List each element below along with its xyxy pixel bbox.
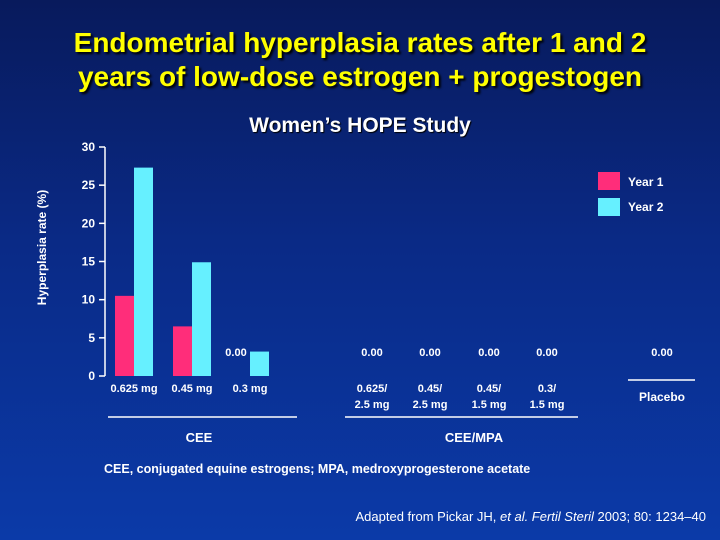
x-tick-label: 0.3 mg [233, 383, 268, 395]
source-suffix: 2003; 80: 1234–40 [593, 509, 706, 524]
x-tick-label: 0.45/ [418, 383, 442, 395]
footnote: CEE, conjugated equine estrogens; MPA, m… [104, 462, 531, 476]
x-tick-label: 2.5 mg [413, 399, 448, 411]
data-label: 0.00 [419, 347, 440, 359]
x-tick-label: 1.5 mg [472, 399, 507, 411]
x-tick-label: Placebo [639, 390, 685, 404]
group-label-cee-mpa: CEE/MPA [445, 430, 504, 445]
y-tick-label: 15 [82, 255, 96, 269]
x-tick-label: 0.625 mg [110, 383, 157, 395]
y-tick-label: 25 [82, 178, 96, 192]
data-label: 0.00 [651, 347, 672, 359]
data-label: 0.00 [536, 347, 557, 359]
y-tick-label: 0 [88, 369, 95, 383]
x-tick-label: 1.5 mg [530, 399, 565, 411]
bar-year2 [134, 167, 153, 376]
bar-year2 [192, 262, 211, 376]
y-tick-label: 5 [88, 331, 95, 345]
data-label: 0.00 [361, 347, 382, 359]
data-label: 0.00 [225, 347, 246, 359]
source-journal: et al. Fertil Steril [500, 509, 594, 524]
slide-title: Endometrial hyperplasia rates after 1 an… [0, 26, 720, 94]
bar-year2 [250, 351, 269, 376]
legend-swatch-year2 [598, 198, 620, 216]
x-tick-label: 0.3/ [538, 383, 556, 395]
y-tick-label: 10 [82, 293, 96, 307]
data-label: 0.00 [478, 347, 499, 359]
legend-swatch-year1 [598, 172, 620, 190]
source-prefix: Adapted from Pickar JH, [355, 509, 501, 524]
title-line-1: Endometrial hyperplasia rates after 1 an… [73, 27, 647, 58]
bar-year1 [173, 326, 192, 376]
y-tick-label: 30 [82, 140, 96, 154]
y-axis-label: Hyperplasia rate (%) [35, 190, 49, 305]
legend-label-year1: Year 1 [628, 175, 664, 189]
y-tick-label: 20 [82, 216, 96, 230]
x-tick-label: 0.45 mg [172, 383, 213, 395]
x-tick-label: 2.5 mg [355, 399, 390, 411]
bar-year1 [115, 295, 134, 376]
legend-label-year2: Year 2 [628, 200, 664, 214]
source-citation: Adapted from Pickar JH, et al. Fertil St… [356, 509, 706, 524]
chart-subtitle: Women’s HOPE Study [249, 114, 471, 137]
title-line-2: years of low-dose estrogen + progestogen [77, 61, 642, 92]
x-tick-label: 0.45/ [477, 383, 501, 395]
x-tick-label: 0.625/ [357, 383, 388, 395]
group-label-cee: CEE [186, 430, 213, 445]
